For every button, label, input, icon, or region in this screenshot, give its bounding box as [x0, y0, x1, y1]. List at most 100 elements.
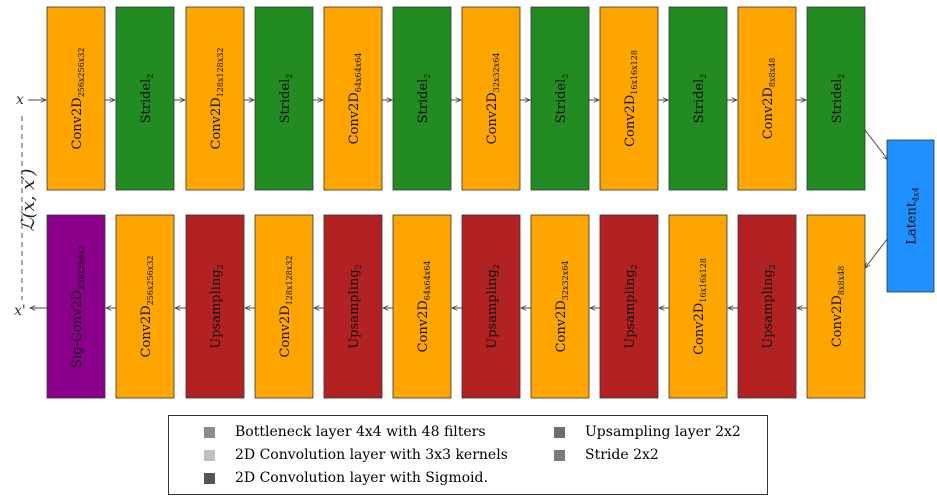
- layer-dims: 64x64x64: [354, 53, 363, 93]
- layer-name: Conv2D: [70, 97, 85, 149]
- decoder-conv-3-rect: [254, 214, 314, 399]
- layer-name: Upsampling: [209, 269, 224, 348]
- decoder-conv-7: Conv2D32x32x64: [530, 214, 590, 399]
- layer-name: Latent: [905, 201, 920, 245]
- encoder-stride-3-rect: [254, 6, 314, 191]
- layer-dims: 2: [630, 264, 639, 269]
- layer-dims: 8x8x48: [768, 58, 777, 87]
- layer-name: Sig-Conv2D: [70, 290, 85, 368]
- encoder-stride-11-label: Stridel2: [830, 74, 846, 124]
- decoder-up-6-rect: [461, 214, 521, 399]
- input-label: x: [16, 92, 24, 108]
- layer-name: Conv2D: [347, 92, 362, 144]
- encoder-conv-4: Conv2D64x64x64: [323, 6, 383, 191]
- legend-item-conv: 2D Convolution layer with 3x3 kernels: [204, 447, 508, 463]
- encoder-conv-2-label: Conv2D128x128x32: [209, 48, 225, 150]
- encoder-conv-2: Conv2D128x128x32: [185, 6, 245, 191]
- layer-dims: 16x16x128: [699, 258, 708, 303]
- layer-dims: 2: [285, 74, 294, 79]
- legend-label: Stride 2x2: [585, 447, 659, 463]
- decoder-up-8-rect: [599, 214, 659, 399]
- layer-name: Conv2D: [623, 95, 638, 147]
- layer-name: Conv2D: [554, 300, 569, 352]
- encoder-conv-6-label: Conv2D32x32x64: [485, 53, 501, 145]
- encoder-conv-10-rect: [737, 6, 797, 191]
- decoder-conv-7-label: Conv2D32x32x64: [554, 261, 570, 353]
- decoder-conv-9: Conv2D16x16x128: [668, 214, 728, 399]
- legend-label: 2D Convolution layer with 3x3 kernels: [235, 447, 508, 463]
- encoder-conv-4-label: Conv2D64x64x64: [347, 53, 363, 145]
- legend-swatch: [554, 426, 565, 438]
- encoder-stride-9-label: Stridel2: [692, 74, 708, 124]
- decoder-up-10-rect: [737, 214, 797, 399]
- encoder-stride-11-rect: [806, 6, 866, 191]
- legend-swatch: [204, 472, 215, 484]
- decoder-conv-11-rect: [806, 214, 866, 399]
- layer-name: Conv2D: [278, 305, 293, 357]
- decoder-conv-5-rect: [392, 214, 452, 399]
- legend-label: Bottleneck layer 4x4 with 48 filters: [235, 424, 486, 440]
- encoder-stride-5-label: Stridel2: [416, 74, 432, 124]
- loss-label: ℒ(x, x′): [18, 169, 39, 232]
- layer-dims: 2: [837, 74, 846, 79]
- encoder-conv-8-rect: [599, 6, 659, 191]
- decoder-sigconv-0-label: Sig-Conv2D256x256x3: [70, 245, 86, 368]
- legend: Bottleneck layer 4x4 with 48 filters 2D …: [168, 415, 768, 495]
- layer-name: Stridel: [278, 79, 293, 124]
- encoder-stride-9: Stridel2: [668, 6, 728, 191]
- encoder-conv-4-rect: [323, 6, 383, 191]
- layer-dims: 16x16x128: [630, 50, 639, 95]
- latent-block: Latent4x4: [886, 139, 935, 293]
- decoder-conv-5-label: Conv2D64x64x64: [416, 261, 432, 353]
- latent-block-rect: [886, 139, 935, 293]
- encoder-stride-9-rect: [668, 6, 728, 191]
- decoder-conv-3: Conv2D128x128x32: [254, 214, 314, 399]
- layer-dims: 2: [354, 264, 363, 269]
- decoder-conv-1-rect: [115, 214, 175, 399]
- decoder-up-10-label: Upsampling2: [761, 264, 777, 348]
- layer-dims: 2: [561, 74, 570, 79]
- decoder-conv-1-label: Conv2D256x256x32: [139, 256, 155, 358]
- decoder-up-8: Upsampling2: [599, 214, 659, 399]
- encoder-stride-3-label: Stridel2: [278, 74, 294, 124]
- decoder-conv-3-label: Conv2D128x128x32: [278, 256, 294, 358]
- layer-dims: 2: [768, 264, 777, 269]
- layer-name: Stridel: [139, 79, 154, 124]
- legend-label: Upsampling layer 2x2: [585, 424, 741, 440]
- output-label: x': [14, 303, 26, 319]
- encoder-stride-1-label: Stridel2: [139, 74, 155, 124]
- layer-name: Stridel: [830, 79, 845, 124]
- encoder-conv-6-rect: [461, 6, 521, 191]
- legend-swatch: [204, 449, 215, 461]
- encoder-stride-7-label: Stridel2: [554, 74, 570, 124]
- encoder-conv-0-label: Conv2D256x256x32: [70, 48, 86, 150]
- layer-name: Conv2D: [692, 303, 707, 355]
- decoder-up-6-label: Upsampling2: [485, 264, 501, 348]
- layer-dims: 2: [699, 74, 708, 79]
- encoder-conv-10-label: Conv2D8x8x48: [761, 58, 777, 140]
- decoder-conv-9-label: Conv2D16x16x128: [692, 258, 708, 355]
- layer-name: Upsampling: [623, 269, 638, 348]
- legend-item-bottleneck: Bottleneck layer 4x4 with 48 filters: [204, 424, 486, 440]
- layer-dims: 2: [492, 264, 501, 269]
- legend-item-sigmoid-conv: 2D Convolution layer with Sigmoid.: [204, 470, 488, 486]
- layer-dims: 256x256x32: [146, 256, 155, 306]
- decoder-sigconv-0: Sig-Conv2D256x256x3: [46, 214, 106, 399]
- from-latent-arrow: [865, 237, 889, 268]
- layer-name: Stridel: [554, 79, 569, 124]
- layer-name: Conv2D: [485, 92, 500, 144]
- encoder-conv-8: Conv2D16x16x128: [599, 6, 659, 191]
- legend-label: 2D Convolution layer with Sigmoid.: [235, 470, 488, 486]
- layer-dims: 8x8x48: [837, 266, 846, 295]
- decoder-up-10: Upsampling2: [737, 214, 797, 399]
- encoder-stride-7-rect: [530, 6, 590, 191]
- autoencoder-diagram: Conv2D256x256x32Stridel2Conv2D128x128x32…: [14, 6, 935, 399]
- layer-name: Conv2D: [761, 87, 776, 139]
- layer-dims: 128x128x32: [216, 48, 225, 98]
- encoder-stride-1-rect: [115, 6, 175, 191]
- layer-dims: 256x256x32: [77, 48, 86, 98]
- encoder-stride-5-rect: [392, 6, 452, 191]
- decoder-up-4: Upsampling2: [323, 214, 383, 399]
- layer-dims: 32x32x64: [561, 261, 570, 301]
- decoder-up-4-rect: [323, 214, 383, 399]
